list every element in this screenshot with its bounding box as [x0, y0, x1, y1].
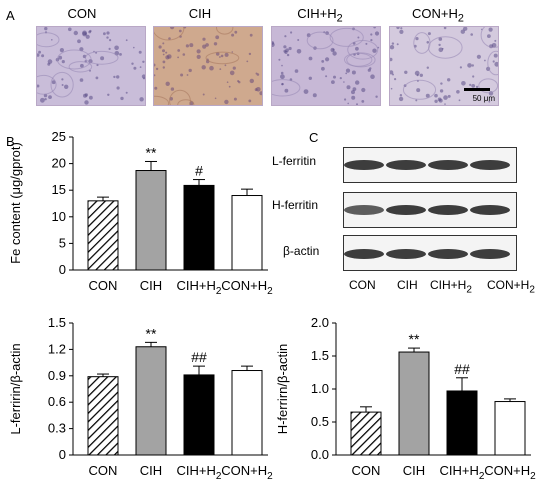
y-tick-label: 1.5 — [311, 348, 329, 363]
y-tick-label: 25 — [52, 129, 66, 144]
blot-strip-l-ferritin — [343, 147, 517, 183]
blot-strip-h-ferritin — [343, 192, 517, 228]
y-tick-label: 0.9 — [48, 368, 66, 383]
scale-bar-label: 50 μm — [472, 94, 495, 103]
significance-mark: ** — [146, 144, 157, 160]
band-label-beta-actin: β-actin — [283, 244, 320, 258]
x-tick-label: CIH — [140, 278, 162, 293]
y-tick-label: 2.0 — [311, 315, 329, 330]
chart-2: 0.0 0.5 1.0 1.5 2.0 H-ferrirn/β-actin CON ** CIH… — [275, 315, 536, 482]
micrograph-cih-h2 — [271, 26, 381, 106]
bar — [350, 411, 382, 456]
significance-mark: ## — [191, 349, 207, 365]
band-label-l-ferritin: L-ferritin — [272, 154, 317, 168]
y-axis-label: Fe content (μg/gprot) — [8, 142, 23, 264]
x-tick-label: CIH+H2 — [440, 463, 485, 482]
significance-mark: ** — [146, 325, 157, 341]
bar — [494, 401, 526, 456]
blot-strip-beta-actin — [343, 235, 517, 271]
micrograph-cih — [153, 26, 263, 106]
bar — [87, 200, 119, 271]
bar — [231, 195, 263, 271]
x-tick-label: CON+H2 — [484, 463, 536, 482]
image-label-cih-h2: CIH+H2 — [297, 6, 343, 25]
y-tick-label: 1.5 — [48, 315, 66, 330]
panel-b-letter: B — [6, 134, 15, 149]
y-tick-label: 0 — [59, 447, 66, 462]
panel-c-letter: C — [309, 130, 319, 145]
scale-bar — [464, 88, 490, 91]
x-tick-label: CIH — [140, 463, 162, 478]
y-tick-label: 0.0 — [311, 447, 329, 462]
x-tick-label: CIH+H2 — [177, 278, 222, 297]
x-tick-label: CON — [352, 463, 381, 478]
y-tick-label: 0.5 — [311, 414, 329, 429]
bar — [183, 184, 215, 271]
chart-0: 0 5 10 15 20 25 Fe content (μg/gprot) CON ** CIH #… — [8, 129, 273, 297]
y-tick-label: 5 — [59, 235, 66, 250]
y-tick-label: 15 — [52, 182, 66, 197]
bar — [183, 374, 215, 456]
image-label-con-h2: CON+H2 — [412, 6, 464, 25]
lane-label-con: CON — [349, 278, 376, 292]
bar — [135, 346, 167, 456]
image-label-con: CON — [67, 6, 97, 21]
y-tick-label: 20 — [52, 156, 66, 171]
bar — [231, 370, 263, 456]
significance-mark: ** — [409, 331, 420, 347]
chart-1: 0 0.3 0.6 0.9 1.2 1.5 L-ferririn/β-actin CON ** C… — [8, 315, 273, 482]
y-axis-label: H-ferrirn/β-actin — [275, 344, 290, 435]
panel-a-letter: A — [6, 8, 15, 23]
y-tick-label: 0 — [59, 262, 66, 277]
micrograph-con — [36, 26, 146, 106]
x-tick-label: CON — [89, 463, 118, 478]
image-label-cih: CIH — [188, 6, 212, 21]
bar — [446, 390, 478, 456]
y-tick-label: 10 — [52, 209, 66, 224]
x-tick-label: CIH+H2 — [177, 463, 222, 482]
y-axis-label: L-ferririn/β-actin — [8, 343, 23, 434]
x-tick-label: CON+H2 — [221, 278, 273, 297]
bar — [135, 170, 167, 271]
micrograph-con-h2: 50 μm — [389, 26, 499, 106]
band-label-h-ferritin: H-ferritin — [272, 198, 319, 212]
y-tick-label: 1.0 — [311, 381, 329, 396]
lane-label-cih: CIH — [397, 278, 418, 292]
x-tick-label: CON — [89, 278, 118, 293]
x-tick-label: CIH — [403, 463, 425, 478]
bar — [87, 376, 119, 456]
y-tick-label: 0.6 — [48, 394, 66, 409]
significance-mark: ## — [454, 361, 470, 377]
lane-label-con-h2: CON+H2 — [487, 278, 535, 296]
bar — [398, 351, 430, 456]
significance-mark: # — [195, 163, 203, 179]
y-tick-label: 0.3 — [48, 421, 66, 436]
x-tick-label: CON+H2 — [221, 463, 273, 482]
lane-label-cih-h2: CIH+H2 — [430, 278, 472, 296]
y-tick-label: 1.2 — [48, 341, 66, 356]
